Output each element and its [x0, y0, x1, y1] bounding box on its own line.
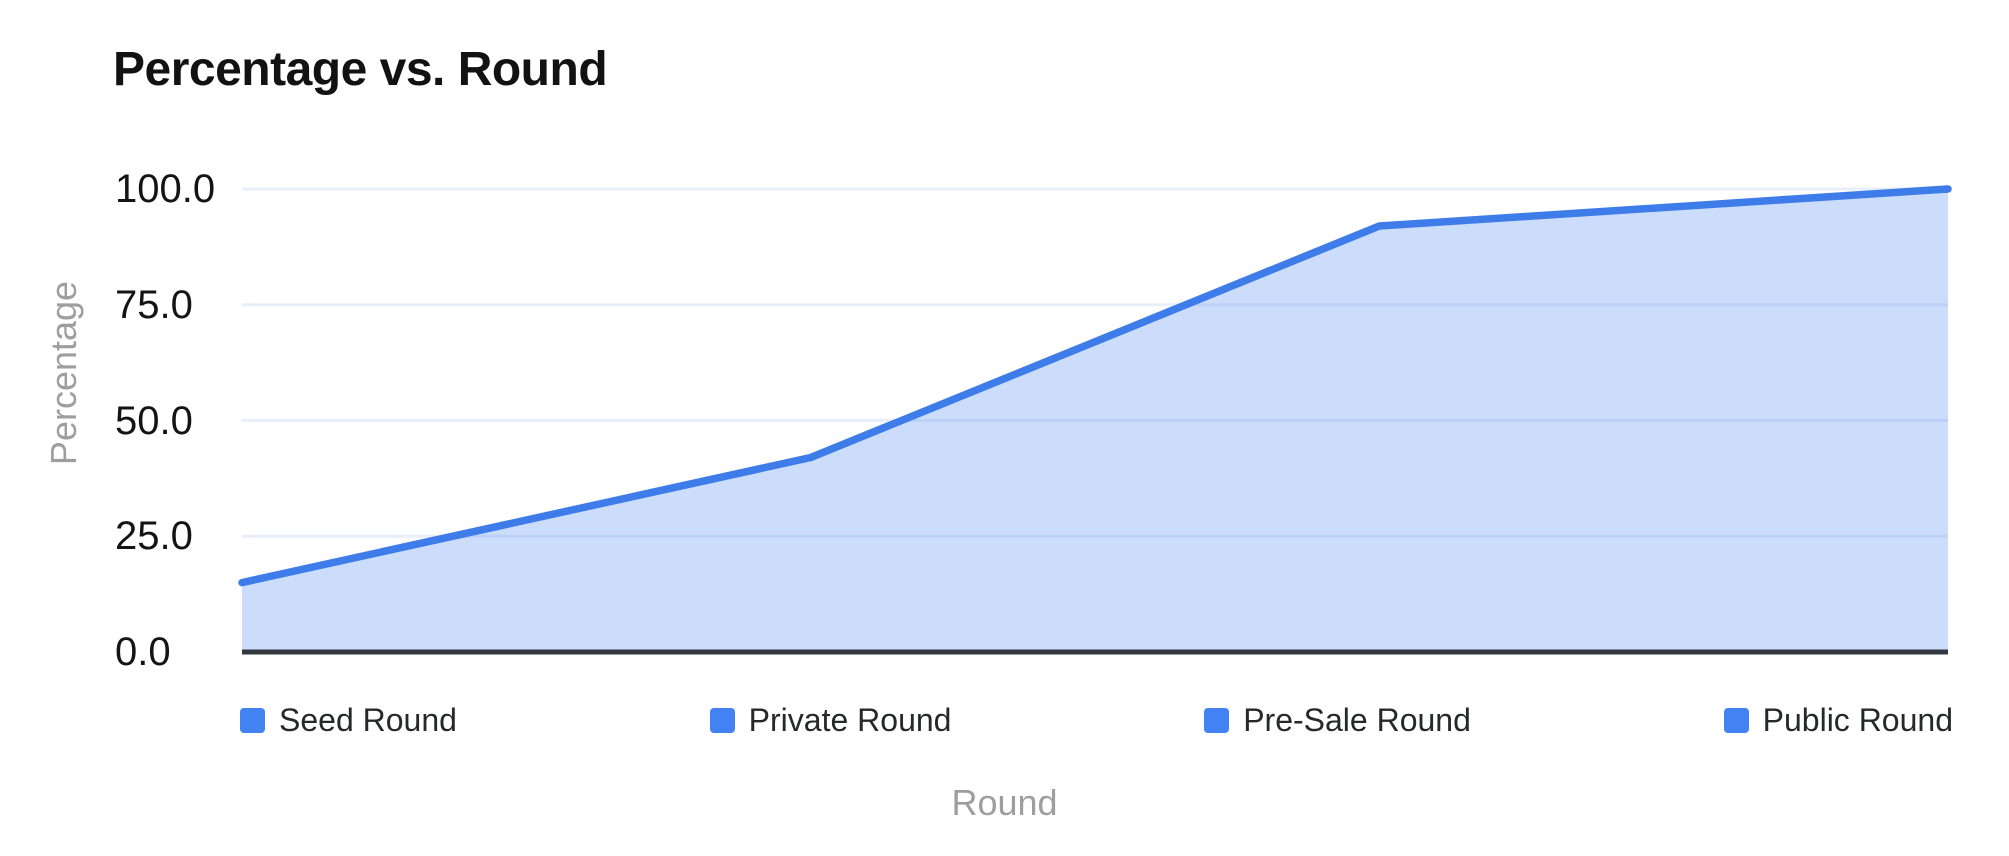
legend-label: Private Round — [748, 701, 952, 738]
legend-swatch-icon — [709, 707, 735, 733]
y-tick-label: 75.0 — [115, 282, 193, 327]
area-fill — [242, 189, 1948, 652]
legend-item-public-round[interactable]: Public Round — [1723, 701, 1953, 739]
y-tick-label: 100.0 — [115, 167, 216, 211]
legend-item-pre-sale-round[interactable]: Pre-Sale Round — [1204, 702, 1471, 739]
series-line — [238, 185, 1952, 587]
chart-title: Percentage vs. Round — [113, 43, 608, 96]
legend-label: Pre-Sale Round — [1243, 701, 1471, 738]
legend-label: Public Round — [1762, 701, 1953, 738]
chart-legend: Seed Round Private Round Pre-Sale Round Pub… — [240, 701, 1953, 739]
legend-item-seed-round[interactable]: Seed Round — [240, 702, 457, 739]
legend-swatch-icon — [240, 707, 265, 733]
y-axis-title: Percentage — [43, 280, 84, 466]
y-axis-tick-labels: 0.0 25.0 50.0 75.0 100.0 — [115, 0, 235, 856]
y-tick-label: 50.0 — [115, 398, 193, 443]
y-tick-label: 0.0 — [115, 630, 171, 674]
legend-item-private-round[interactable]: Private Round — [709, 701, 952, 739]
legend-label: Seed Round — [279, 701, 457, 738]
area-chart-plot — [238, 185, 1952, 655]
legend-swatch-icon — [1723, 707, 1749, 733]
legend-swatch-icon — [1204, 707, 1230, 733]
x-axis-title: Round — [951, 782, 1058, 823]
y-tick-label: 25.0 — [115, 514, 193, 559]
